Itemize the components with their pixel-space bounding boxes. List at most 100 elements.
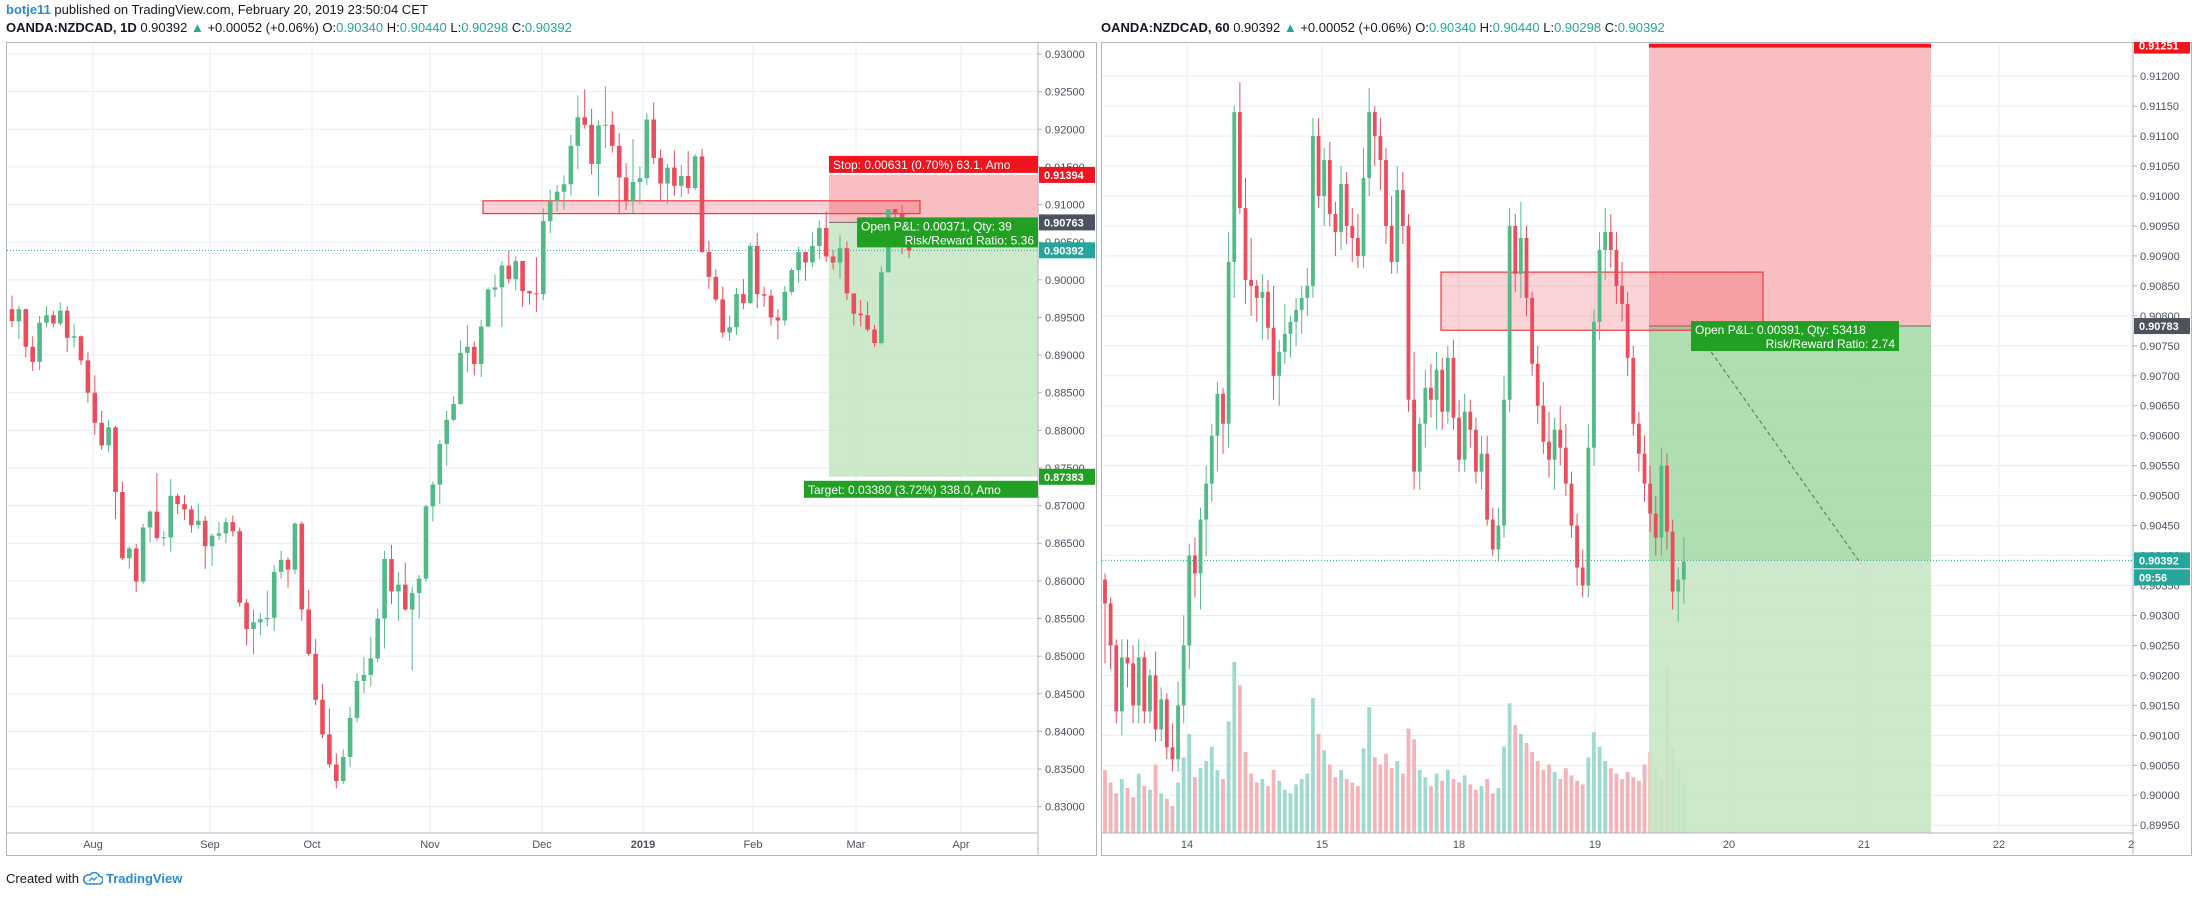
candle-body: [182, 504, 187, 510]
candle-body: [106, 427, 111, 446]
daily-candlestick-chart[interactable]: 0.930000.925000.920000.915000.910000.905…: [6, 42, 1097, 863]
candle-body: [1513, 225, 1518, 274]
pnl-annotation: Open P&L: 0.00391, Qty: 53418Risk/Reward…: [1691, 321, 1899, 352]
right-last: 0.90392: [1233, 20, 1281, 35]
price-label-text: 0.90763: [1044, 217, 1084, 229]
candle-body: [1114, 645, 1119, 712]
price-tick-label: 0.90000: [1045, 275, 1085, 287]
target-zone: [829, 222, 1038, 477]
time-tick-label: 2: [2128, 839, 2134, 851]
candle-body: [58, 310, 63, 324]
volume-bar: [1339, 770, 1343, 833]
volume-bar: [1479, 786, 1484, 833]
candle-body: [51, 315, 56, 324]
tradingview-link[interactable]: TradingView: [82, 871, 182, 886]
price-tick-label: 0.90650: [2140, 401, 2180, 413]
candle-body: [720, 299, 725, 333]
candle-body: [582, 117, 587, 125]
candle-body: [1254, 285, 1259, 298]
candle-body: [1243, 207, 1248, 280]
candle-body: [1142, 657, 1147, 712]
candle-body: [251, 622, 256, 630]
right-symbol[interactable]: OANDA:NZDCAD, 60: [1101, 20, 1230, 35]
candle-body: [1451, 357, 1456, 418]
volume-bar: [1361, 748, 1366, 833]
volume-bar: [1260, 779, 1265, 833]
candle-body: [1176, 705, 1180, 760]
left-last: 0.90392: [140, 20, 188, 35]
candle-body: [775, 317, 781, 321]
time-tick-label: 2019: [631, 839, 655, 851]
right-low: 0.90298: [1554, 20, 1602, 35]
candle-body: [1592, 321, 1596, 448]
time-tick-label: 21: [1858, 839, 1870, 851]
volume-bar: [1249, 773, 1254, 833]
candles: [1103, 82, 1686, 772]
candles: [9, 86, 912, 789]
volume-bar: [1468, 784, 1473, 833]
candle-body: [368, 658, 374, 675]
candle-body: [389, 559, 394, 592]
candle-body: [1232, 112, 1237, 262]
volume-bar: [1490, 793, 1495, 833]
left-symbol[interactable]: OANDA:NZDCAD, 1D: [6, 20, 137, 35]
candle-body: [679, 175, 684, 186]
volume-bar: [1575, 780, 1579, 833]
candle-body: [692, 156, 698, 189]
candle-body: [30, 346, 35, 362]
volume-bar: [1608, 768, 1613, 833]
volume-bar: [1153, 764, 1158, 833]
price-tick-label: 0.89500: [1045, 312, 1085, 324]
pnl-annotation-bg: [1691, 321, 1899, 352]
volume-bar: [1603, 761, 1608, 833]
candle-body: [1305, 285, 1310, 298]
candle-body: [1479, 453, 1484, 472]
candle-body: [230, 522, 236, 532]
price-tick-label: 0.90900: [2140, 251, 2180, 263]
candle-body: [175, 495, 180, 505]
candle-body: [547, 201, 553, 222]
price-label-bg: [1039, 242, 1095, 259]
candle-body: [1356, 237, 1360, 256]
price-tick-label: 0.90100: [2140, 730, 2180, 742]
price-label-text: 0.90392: [1044, 245, 1084, 257]
candle-body: [575, 117, 581, 146]
price-tick-label: 0.86500: [1045, 538, 1085, 550]
risk-reward-text: Risk/Reward Ratio: 5.36: [905, 233, 1035, 247]
candle-body: [313, 653, 318, 700]
candle-body: [651, 119, 656, 158]
candle-body: [37, 322, 42, 362]
candle-body: [44, 315, 49, 323]
candle-body: [1670, 531, 1675, 592]
hourly-candlestick-chart[interactable]: 0.91200 0.91150 0.91100 0.91050 0.91000 0.909…: [1101, 42, 2192, 863]
volume-bar: [1507, 703, 1512, 833]
footer: Created with TradingView: [6, 871, 182, 886]
candle-body: [1271, 327, 1276, 376]
candle-body: [1681, 561, 1686, 580]
volume-bar: [1384, 753, 1388, 833]
candle-body: [1384, 160, 1388, 226]
author-name[interactable]: botje11: [6, 2, 51, 17]
candle-body: [823, 227, 829, 257]
price-label-entry: 0.90783: [2134, 318, 2190, 335]
candle-body: [85, 360, 91, 393]
volume-bar: [1552, 771, 1557, 833]
candle-body: [1170, 747, 1175, 760]
price-tick-label: 0.84000: [1045, 726, 1085, 738]
time-tick-label: 18: [1453, 839, 1465, 851]
candle-body: [161, 537, 167, 539]
volume-bar: [1114, 793, 1119, 833]
price-tick-label: 0.91000: [2140, 191, 2180, 203]
price-tick-label: 0.84500: [1045, 689, 1085, 701]
volume-bar: [1271, 770, 1276, 833]
price-tick-label: 0.92500: [1045, 87, 1085, 99]
candle-body: [209, 535, 215, 547]
candle-body: [630, 181, 636, 201]
volume-bar: [1215, 770, 1220, 833]
candle-body: [1485, 453, 1490, 520]
price-tick-label: 0.90050: [2140, 760, 2180, 772]
volume-bar: [1232, 662, 1237, 833]
volume-bar: [1400, 773, 1405, 833]
candle-body: [1608, 231, 1613, 250]
volume-bar: [1142, 786, 1147, 833]
